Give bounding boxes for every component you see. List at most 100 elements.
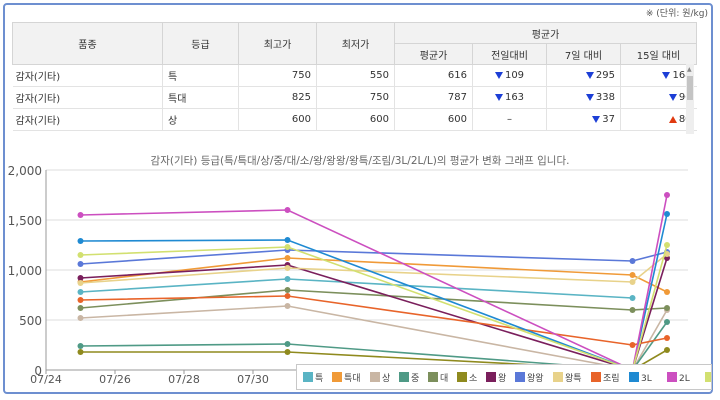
cell-prev-day-value: – [507, 114, 512, 125]
data-point [629, 272, 636, 278]
cell-max: 825 [238, 86, 317, 109]
x-tick-label: 07/24 [30, 373, 62, 386]
data-point [77, 289, 84, 295]
data-point [77, 261, 84, 267]
series-line [80, 321, 668, 371]
legend-label[interactable]: 특 [315, 373, 323, 384]
data-point [284, 349, 291, 355]
legend-label[interactable]: 왕왕 [527, 373, 544, 384]
header-item: 품종 [12, 22, 163, 65]
series-line [80, 305, 668, 371]
legend-swatch[interactable] [428, 372, 438, 382]
data-point [664, 192, 670, 198]
header-15day: 15일 대비 [619, 43, 698, 65]
legend-swatch[interactable] [591, 372, 601, 382]
legend-label[interactable]: 왕 [498, 373, 506, 384]
trend-arrow-icon [592, 115, 601, 123]
y-tick-label: 1,000 [8, 264, 42, 278]
legend-swatch[interactable] [629, 372, 639, 382]
cell-15day-value: 80 [679, 114, 692, 125]
header-7day: 7일 대비 [546, 43, 621, 65]
cell-item: 감자(기타) [12, 64, 163, 87]
cell-prev-day: 163 [472, 86, 547, 109]
table-row: 감자(기타) 특대 825 750 787 163 338 96 [12, 86, 697, 109]
legend-label[interactable]: 2L [679, 374, 690, 384]
legend-label[interactable]: 조림 [603, 372, 620, 384]
y-tick-label: 1,500 [8, 214, 42, 228]
legend-swatch[interactable] [515, 372, 525, 382]
legend-swatch[interactable] [705, 372, 715, 382]
unit-note: ※ (단위: 원/kg) [645, 9, 708, 19]
cell-7day: 338 [546, 86, 621, 109]
data-point [284, 207, 291, 213]
data-point [284, 303, 291, 309]
data-point [284, 293, 291, 299]
legend-swatch[interactable] [399, 372, 409, 382]
scrollbar-thumb[interactable] [687, 76, 693, 100]
data-point [77, 212, 84, 218]
cell-7day-value: 295 [595, 70, 615, 81]
legend-label[interactable]: 대 [440, 373, 448, 384]
cell-15day: 96 [619, 86, 697, 109]
cell-prev-day: 109 [472, 64, 547, 87]
data-point [284, 237, 291, 243]
legend-label[interactable]: 3L [641, 374, 652, 384]
table-row: 감자(기타) 특 750 550 616 109 295 168 [12, 64, 697, 87]
data-point [664, 319, 670, 325]
series-line [80, 257, 668, 371]
cell-grade: 특 [162, 64, 239, 87]
y-tick-label: 500 [19, 314, 42, 328]
legend-label[interactable]: 상 [382, 373, 390, 384]
data-point [77, 297, 84, 303]
header-min: 최저가 [316, 22, 395, 65]
legend-swatch[interactable] [457, 372, 467, 382]
cell-7day-value: 37 [602, 114, 615, 125]
data-point [664, 211, 670, 217]
cell-max: 600 [238, 108, 317, 131]
cell-7day: 295 [546, 64, 621, 87]
legend-label[interactable]: 소 [469, 373, 477, 384]
y-tick-label: 2,000 [8, 164, 42, 178]
data-point [664, 347, 670, 353]
x-tick-label: 07/28 [168, 373, 200, 386]
scroll-up-icon[interactable]: ▲ [687, 66, 692, 73]
trend-arrow-icon [662, 71, 671, 79]
series-line [80, 244, 668, 372]
legend-items: 특특대상중대소왕왕왕왕특조림3L2LL [303, 372, 720, 384]
trend-arrow-icon [585, 93, 594, 101]
data-point [284, 255, 291, 261]
cell-15day: 168 [619, 64, 697, 87]
cell-7day: 37 [546, 108, 621, 131]
cell-prev-day: – [472, 108, 547, 131]
data-point [629, 342, 636, 348]
cell-avg: 616 [394, 64, 473, 87]
legend-swatch[interactable] [303, 372, 313, 382]
legend-label[interactable]: 왕특 [565, 373, 582, 384]
legend-swatch[interactable] [370, 372, 380, 382]
data-point [664, 335, 670, 341]
legend-swatch[interactable] [553, 372, 563, 382]
x-tick-label: 07/30 [237, 373, 269, 386]
cell-prev-day-value: 109 [504, 70, 525, 81]
chart-legend: 특특대상중대소왕왕왕왕특조림3L2LL [296, 364, 720, 390]
series-line [80, 349, 668, 371]
legend-label[interactable]: 중 [411, 373, 419, 384]
series-line [80, 295, 668, 346]
legend-swatch[interactable] [332, 372, 342, 382]
data-point [629, 279, 636, 285]
trend-arrow-icon [494, 71, 503, 79]
series-line [80, 194, 668, 372]
data-point [284, 341, 291, 347]
cell-item: 감자(기타) [12, 108, 163, 131]
data-point [77, 315, 84, 321]
data-point [284, 287, 291, 293]
table-scrollbar[interactable]: ▲ [686, 64, 694, 134]
series-line [80, 213, 668, 372]
legend-swatch[interactable] [486, 372, 496, 382]
cell-prev-day-value: 163 [504, 92, 525, 103]
x-tick-label: 07/26 [99, 373, 131, 386]
cell-min: 750 [316, 86, 395, 109]
legend-swatch[interactable] [667, 372, 677, 382]
data-point [664, 242, 670, 248]
legend-label[interactable]: 특대 [344, 373, 361, 384]
